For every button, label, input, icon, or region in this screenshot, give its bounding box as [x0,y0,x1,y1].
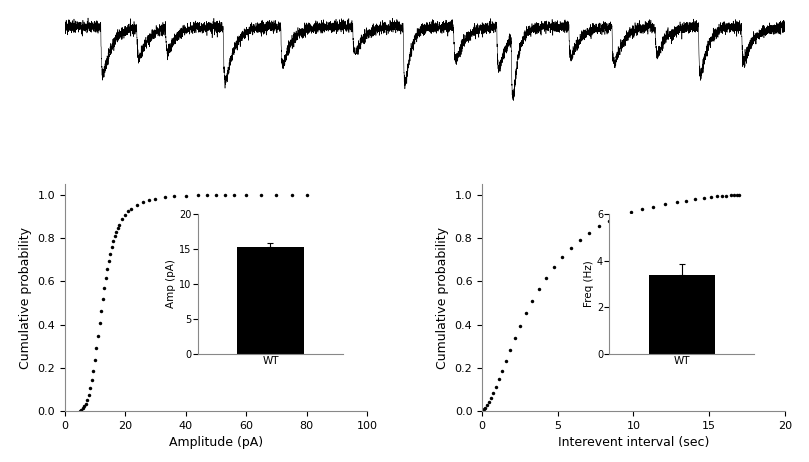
Y-axis label: Cumulative probability: Cumulative probability [436,227,449,369]
X-axis label: Interevent interval (sec): Interevent interval (sec) [557,437,709,450]
Y-axis label: Cumulative probability: Cumulative probability [19,227,32,369]
X-axis label: Amplitude (pA): Amplitude (pA) [169,437,263,450]
